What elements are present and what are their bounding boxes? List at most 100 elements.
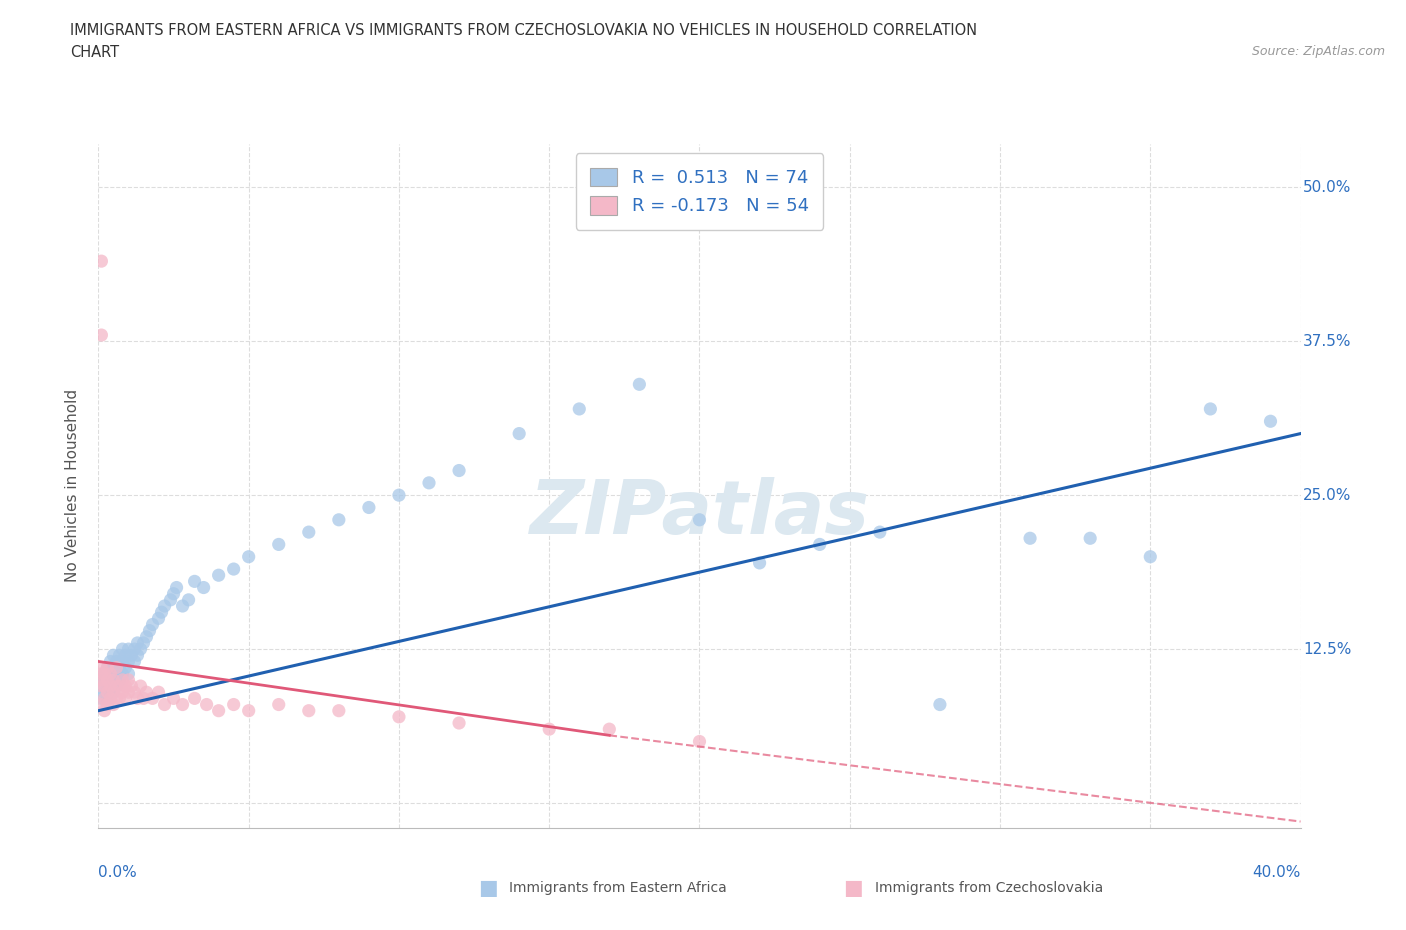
Point [568,402,591,417]
Point [100,691,122,706]
Point [132,691,155,706]
Y-axis label: No Vehicles in Household: No Vehicles in Household [65,390,80,582]
Point [121,648,143,663]
Point [96,672,118,687]
Point [117,654,139,669]
Point [929,698,952,712]
Point [108,691,131,706]
Point [93,666,115,681]
Point [121,679,143,694]
Point [208,703,231,718]
Point [114,660,136,675]
Point [298,525,321,539]
Point [193,580,215,595]
Point [222,698,245,712]
Point [96,684,118,699]
Point [103,684,125,699]
Point [111,642,134,657]
Point [183,691,205,706]
Point [357,500,380,515]
Text: 37.5%: 37.5% [1303,334,1351,349]
Point [90,672,112,687]
Point [90,679,112,694]
Point [135,630,157,644]
Point [90,660,112,675]
Point [1260,414,1282,429]
Point [117,672,139,687]
Point [105,660,128,675]
Point [238,550,260,565]
Point [328,703,350,718]
Point [93,703,115,718]
Point [267,698,290,712]
Point [183,574,205,589]
Point [127,648,149,663]
Legend: R =  0.513   N = 74, R = -0.173   N = 54: R = 0.513 N = 74, R = -0.173 N = 54 [575,153,824,230]
Point [111,672,134,687]
Point [108,660,131,675]
Point [598,722,620,737]
Point [93,672,115,687]
Point [162,586,184,601]
Point [298,703,321,718]
Point [208,568,231,583]
Point [141,691,163,706]
Text: 12.5%: 12.5% [1303,642,1351,657]
Point [111,666,134,681]
Point [111,654,134,669]
Point [148,684,170,699]
Point [100,684,122,699]
Point [418,475,440,490]
Point [135,684,157,699]
Point [96,691,118,706]
Point [1199,402,1222,417]
Point [105,679,128,694]
Point [90,691,112,706]
Point [388,487,411,502]
Text: ■: ■ [478,878,498,898]
Point [447,463,470,478]
Point [162,691,184,706]
Point [90,666,112,681]
Text: 25.0%: 25.0% [1303,487,1351,502]
Text: Immigrants from Eastern Africa: Immigrants from Eastern Africa [509,881,727,896]
Point [90,698,112,712]
Point [103,672,125,687]
Point [96,698,118,712]
Point [93,684,115,699]
Point [111,684,134,699]
Point [117,684,139,699]
Point [150,604,173,619]
Point [869,525,891,539]
Point [90,327,112,342]
Point [96,672,118,687]
Point [103,684,125,699]
Point [108,648,131,663]
Point [100,666,122,681]
Point [153,698,176,712]
Point [100,679,122,694]
Point [172,599,194,614]
Point [100,679,122,694]
Point [328,512,350,527]
Point [688,512,710,527]
Point [117,666,139,681]
Point [195,698,218,712]
Point [93,666,115,681]
Point [100,666,122,681]
Point [127,691,149,706]
Point [114,648,136,663]
Point [177,592,200,607]
Point [447,715,470,730]
Point [159,592,181,607]
Text: ZIPatlas: ZIPatlas [530,477,869,550]
Point [124,642,146,657]
Text: 40.0%: 40.0% [1253,865,1301,881]
Point [93,679,115,694]
Point [124,654,146,669]
Point [748,555,770,570]
Text: CHART: CHART [70,45,120,60]
Text: ■: ■ [844,878,863,898]
Text: 50.0%: 50.0% [1303,179,1351,194]
Point [1019,531,1042,546]
